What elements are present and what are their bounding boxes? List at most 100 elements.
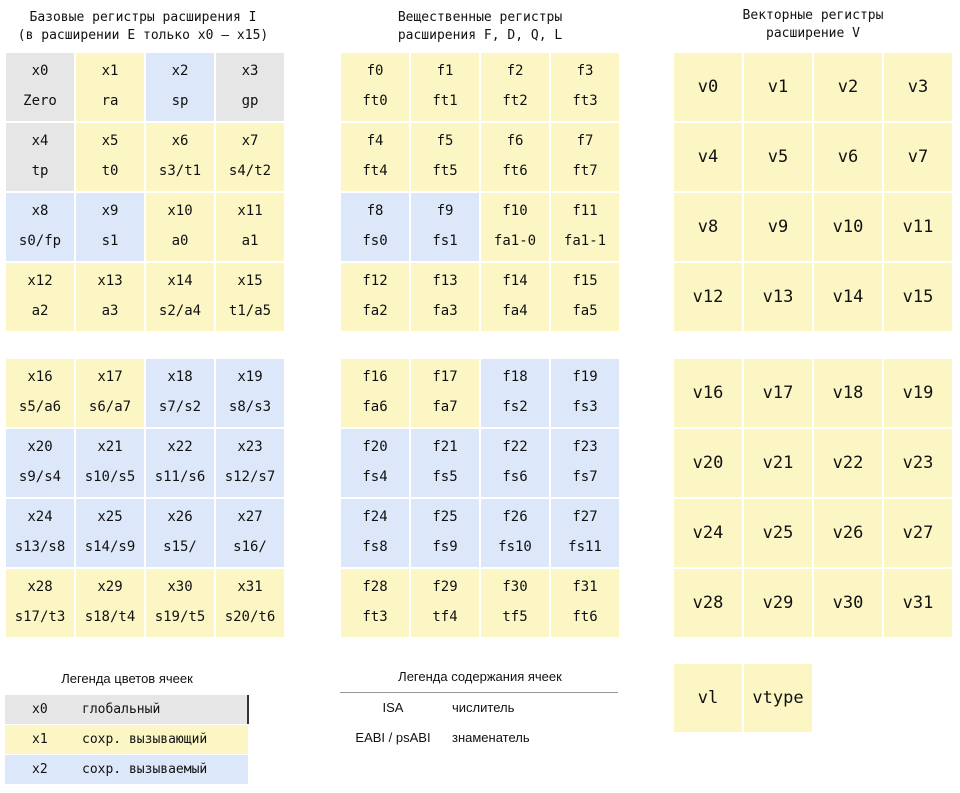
register-name: f29	[432, 579, 458, 595]
register-name: f22	[502, 439, 528, 455]
title-line: Векторные регистры	[742, 8, 884, 23]
legend-meaning: сохр. вызывающий	[82, 732, 208, 747]
register-abi: fs7	[572, 469, 598, 485]
register-abi: s4/t2	[228, 163, 272, 179]
register-name: f10	[502, 203, 528, 219]
register-name: x10	[167, 203, 193, 219]
register-name: x4	[31, 133, 49, 149]
register-name: x5	[101, 133, 119, 149]
register-abi: fa7	[432, 399, 458, 415]
legend-color-row: x0 глобальный	[5, 695, 248, 724]
vector-cell: v30	[814, 569, 882, 637]
register-name: f23	[572, 439, 598, 455]
register-cell: f12 fa2	[341, 263, 409, 331]
register-abi: s0/fp	[18, 233, 62, 249]
legend-meaning: глобальный	[82, 702, 161, 717]
register-name: f11	[572, 203, 598, 219]
register-name: x18	[167, 369, 193, 385]
register-name: x21	[97, 439, 123, 455]
register-abi: fs3	[572, 399, 598, 415]
register-name: f24	[362, 509, 388, 525]
register-abi: s13/s8	[14, 539, 66, 555]
register-cell: x20 s9/s4	[6, 429, 74, 497]
register-cell: f20 fs4	[341, 429, 409, 497]
register-cell: x25 s14/s9	[76, 499, 144, 567]
register-abi: ft3	[572, 93, 598, 109]
register-cell: x12 a2	[6, 263, 74, 331]
register-cell: f30 tf5	[481, 569, 549, 637]
register-cell: x21 s10/s5	[76, 429, 144, 497]
register-name: x25	[97, 509, 123, 525]
register-cell: f6 ft6	[481, 123, 549, 191]
register-abi: tp	[31, 163, 49, 179]
register-name: f25	[432, 509, 458, 525]
register-name: x28	[27, 579, 53, 595]
legend-colors-title: Легенда цветов ячеек	[61, 671, 193, 686]
register-abi: fs1	[432, 233, 458, 249]
register-abi: ft7	[572, 163, 598, 179]
register-cell: x3 gp	[216, 53, 284, 121]
register-abi: gp	[241, 93, 259, 109]
register-abi: s7/s2	[158, 399, 202, 415]
vector-cell: v16	[674, 359, 742, 427]
register-abi: s5/a6	[18, 399, 62, 415]
legend-meaning: знаменатель	[452, 730, 530, 745]
register-name: f27	[572, 509, 598, 525]
vector-cell: v26	[814, 499, 882, 567]
register-name: x29	[97, 579, 123, 595]
register-name: x14	[167, 273, 193, 289]
register-cell: x28 s17/t3	[6, 569, 74, 637]
register-cell: f5 ft5	[411, 123, 479, 191]
register-abi: fa1-1	[563, 233, 607, 249]
register-cell: f26 fs10	[481, 499, 549, 567]
register-abi: tf4	[432, 609, 458, 625]
vector-cell: vl	[674, 664, 742, 732]
register-name: x20	[27, 439, 53, 455]
register-name: f26	[502, 509, 528, 525]
register-cell: f11 fa1-1	[551, 193, 619, 261]
register-cell: x9 s1	[76, 193, 144, 261]
register-name: x11	[237, 203, 263, 219]
register-abi: sp	[171, 93, 189, 109]
register-cell: x26 s15/	[146, 499, 214, 567]
register-abi: ft5	[432, 163, 458, 179]
register-cell: f4 ft4	[341, 123, 409, 191]
register-name: f13	[432, 273, 458, 289]
register-cell: x7 s4/t2	[216, 123, 284, 191]
register-cell: x18 s7/s2	[146, 359, 214, 427]
vector-cell: v18	[814, 359, 882, 427]
register-name: x6	[171, 133, 189, 149]
legend-meaning: сохр. вызываемый	[82, 762, 208, 777]
register-name: x23	[237, 439, 263, 455]
vector-cell: v17	[744, 359, 812, 427]
register-cell: x23 s12/s7	[216, 429, 284, 497]
vector-cell: v31	[884, 569, 952, 637]
register-name: x30	[167, 579, 193, 595]
vector-title: Векторные регистры расширение V	[673, 7, 953, 43]
register-abi: t1/a5	[228, 303, 272, 319]
register-name: x17	[97, 369, 123, 385]
title-line: (в расширении E только x0 — x15)	[17, 28, 269, 43]
title-line: Вещественные регистры	[397, 10, 563, 25]
register-name: x9	[101, 203, 119, 219]
register-cell: x15 t1/a5	[216, 263, 284, 331]
vector-cell: v4	[674, 123, 742, 191]
vector-cell: v7	[884, 123, 952, 191]
register-cell: f19 fs3	[551, 359, 619, 427]
vector-cell: v13	[744, 263, 812, 331]
register-name: x8	[31, 203, 49, 219]
legend-content-title: Легенда содержания ячеек	[398, 669, 562, 684]
register-cell: f0 ft0	[341, 53, 409, 121]
register-abi: fa5	[572, 303, 598, 319]
register-abi: s15/	[163, 539, 197, 555]
vector-cell: v24	[674, 499, 742, 567]
register-cell: f16 fa6	[341, 359, 409, 427]
register-abi: s18/t4	[84, 609, 136, 625]
register-abi: fa6	[362, 399, 388, 415]
register-name: f14	[502, 273, 528, 289]
register-cell: f18 fs2	[481, 359, 549, 427]
register-cell: f27 fs11	[551, 499, 619, 567]
register-abi: s20/t6	[224, 609, 276, 625]
register-abi: s19/t5	[154, 609, 206, 625]
register-name: f28	[362, 579, 388, 595]
